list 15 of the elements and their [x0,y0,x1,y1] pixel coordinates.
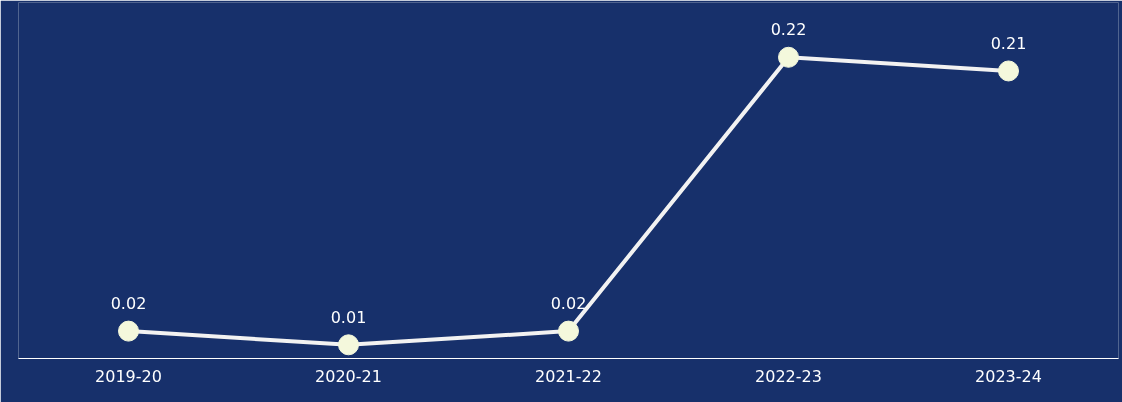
point [778,46,799,68]
x-tick-label: 2021-22 [535,366,602,386]
data-label: 0.21 [990,33,1027,53]
point [558,320,579,342]
x-tick-label: 2019-20 [95,366,162,386]
point [338,334,359,356]
data-label: 0.22 [770,20,807,40]
point [118,320,139,342]
data-label: 0.02 [110,294,147,314]
point [998,60,1019,82]
x-tick-label: 2022-23 [755,366,822,386]
data-label: 0.01 [330,307,367,327]
data-label: 0.02 [550,294,587,314]
x-tick-label: 2020-21 [315,366,382,386]
x-tick-label: 2023-24 [975,366,1042,386]
